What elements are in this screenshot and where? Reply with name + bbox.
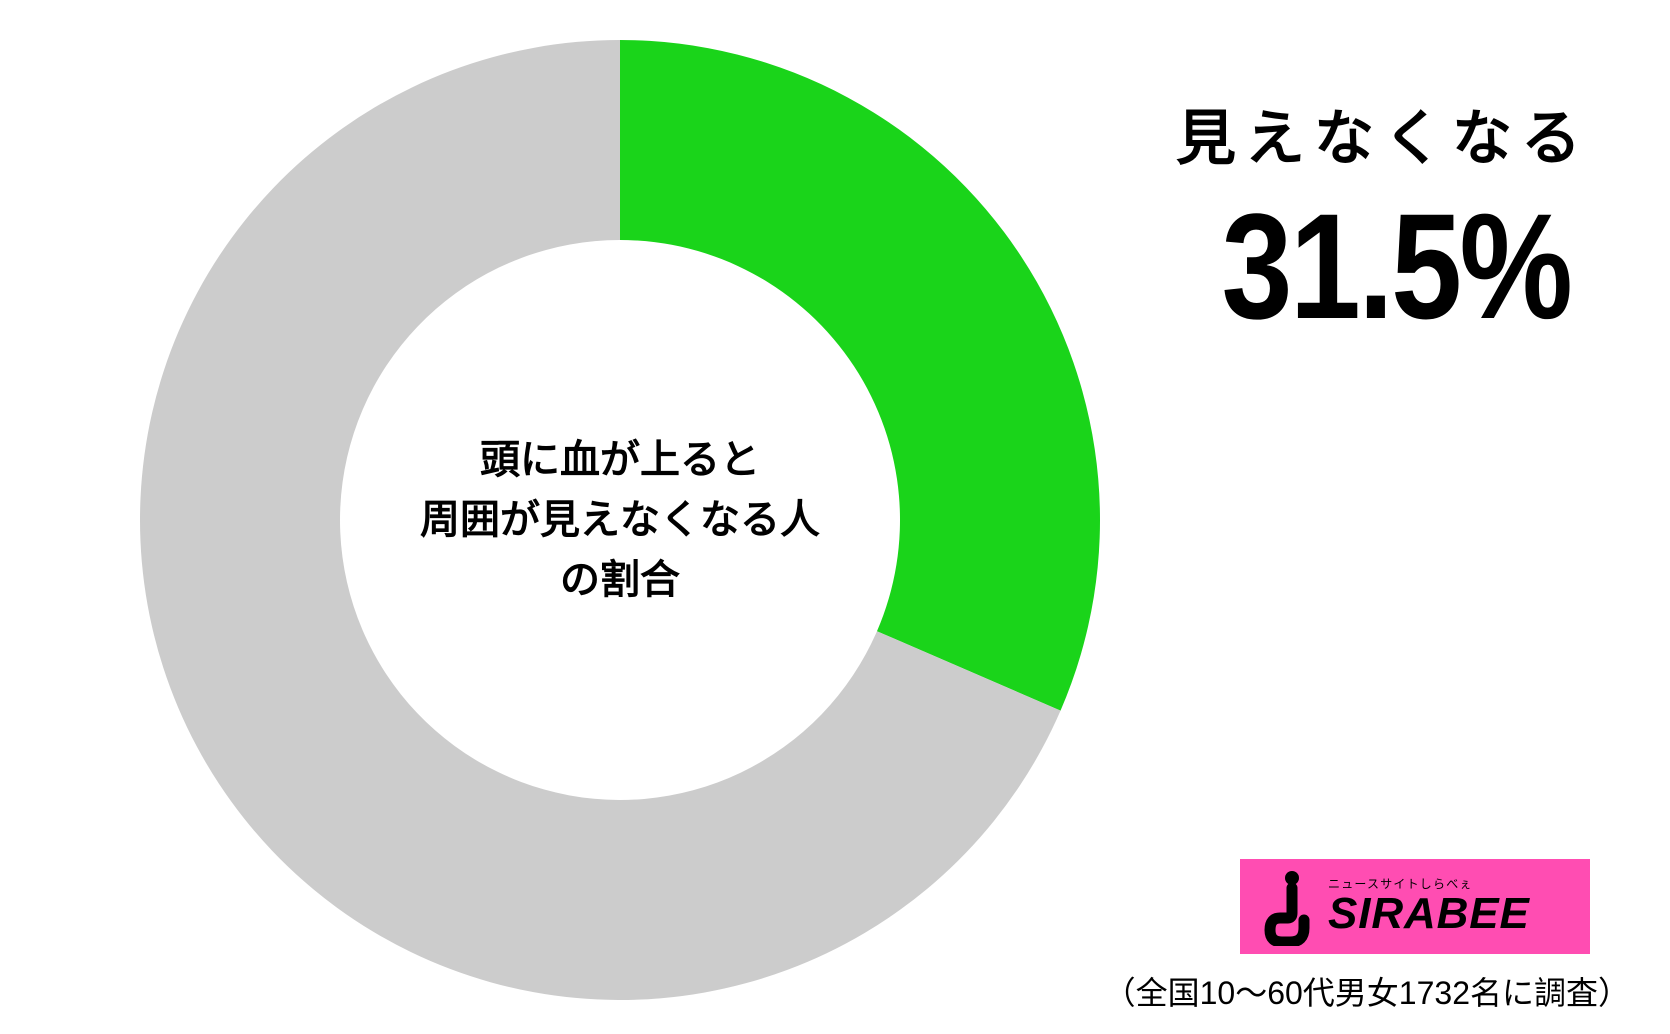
logo-text-container: ニュースサイトしらべぇ SIRABEE: [1328, 878, 1530, 936]
donut-chart-container: 頭に血が上ると 周囲が見えなくなる人 の割合: [120, 20, 1120, 1020]
center-line-2: 周囲が見えなくなる人: [420, 490, 820, 550]
donut-slice: [620, 40, 1100, 711]
center-line-1: 頭に血が上ると: [420, 430, 820, 490]
chart-center-label: 頭に血が上ると 周囲が見えなくなる人 の割合: [420, 430, 820, 610]
logo-title: SIRABEE: [1328, 892, 1530, 936]
callout-label: 見えなくなる: [1176, 90, 1590, 177]
logo-subtitle: ニュースサイトしらべぇ: [1328, 878, 1530, 890]
survey-footnote: （全国10～60代男女1732名に調査）: [1104, 968, 1630, 1014]
center-line-3: の割合: [420, 550, 820, 610]
sirabee-logo-badge: ニュースサイトしらべぇ SIRABEE: [1240, 859, 1590, 954]
sirabee-logo-icon: [1258, 868, 1318, 946]
callout-percent: 31.5%: [1221, 180, 1570, 353]
